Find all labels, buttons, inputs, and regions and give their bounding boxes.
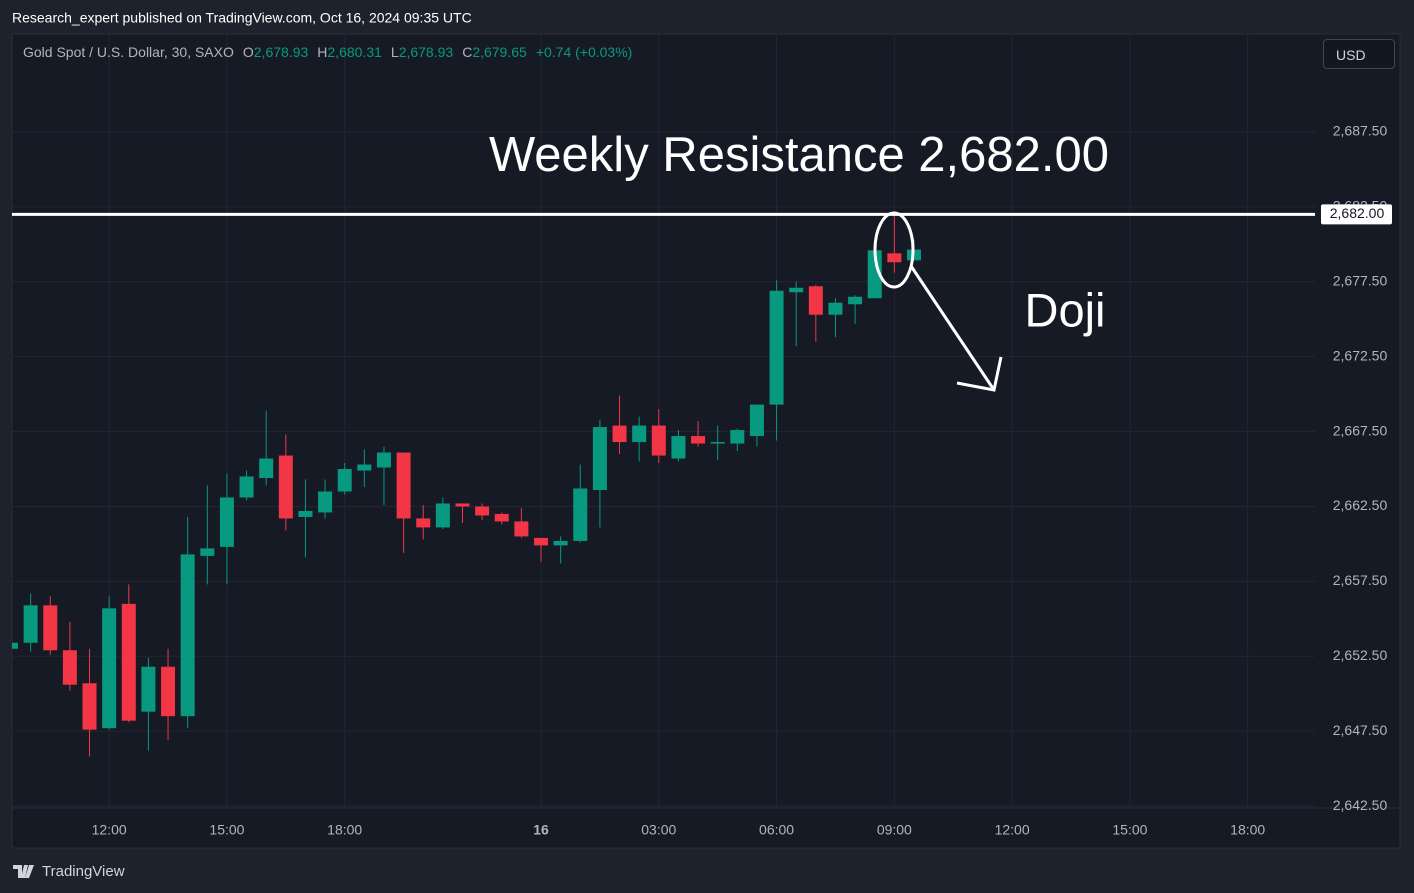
- ohlc-item: H2,680.31: [317, 44, 382, 60]
- ohlc-label: C: [462, 44, 473, 60]
- candle-body: [23, 605, 38, 643]
- candle-body: [867, 250, 882, 299]
- candle-body: [337, 469, 352, 492]
- candle-body: [651, 425, 666, 456]
- ohlc-value: 2,680.31: [327, 44, 382, 60]
- x-tick-label: 09:00: [877, 822, 912, 838]
- candle-body: [121, 603, 136, 721]
- candle-body: [573, 488, 588, 541]
- x-tick-label: 03:00: [641, 822, 676, 838]
- arrow-shaft: [909, 265, 996, 391]
- candle-body: [259, 458, 274, 478]
- y-tick-label: 2,672.50: [1333, 347, 1388, 363]
- candle-body: [278, 455, 293, 519]
- candle-body: [789, 287, 804, 293]
- candle-body: [828, 302, 843, 315]
- candle-body: [102, 608, 117, 729]
- ohlc-label: L: [390, 44, 399, 60]
- doji-circle: [873, 211, 915, 289]
- x-tick-label: 15:00: [209, 822, 244, 838]
- ohlc-value: +0.74 (+0.03%): [535, 44, 633, 60]
- x-tick-label: 18:00: [1230, 822, 1265, 838]
- chart-panel: [11, 33, 1401, 849]
- y-tick-label: 2,652.50: [1333, 647, 1388, 663]
- candle-body: [12, 642, 18, 649]
- y-tick-label: 2,662.50: [1333, 497, 1388, 513]
- ohlc-label: O: [242, 44, 254, 60]
- candle-body: [318, 491, 333, 513]
- candle-body: [161, 666, 176, 717]
- symbol-title: Gold Spot / U.S. Dollar, 30, SAXO: [23, 44, 234, 60]
- candle-body: [416, 518, 431, 528]
- ohlc-value: 2,678.93: [398, 44, 454, 60]
- ohlc-item: +0.74 (+0.03%): [536, 44, 633, 60]
- x-tick-label: 06:00: [759, 822, 794, 838]
- candle-body: [396, 452, 411, 519]
- candle-body: [357, 464, 372, 471]
- ohlc-item: L2,678.93: [391, 44, 453, 60]
- y-tick-label: 2,667.50: [1333, 422, 1388, 438]
- currency-button[interactable]: USD: [1323, 39, 1395, 69]
- ohlc-item: O2,678.93: [243, 44, 308, 60]
- candle-body: [691, 436, 706, 444]
- brand: TradingView: [42, 863, 125, 880]
- candle-body: [62, 650, 77, 685]
- candle-body: [848, 296, 863, 305]
- ohlc-item: C2,679.65: [462, 44, 527, 60]
- x-tick-label: 16: [533, 822, 549, 838]
- candle-body: [710, 442, 725, 444]
- y-tick-label: 2,687.50: [1333, 123, 1388, 139]
- candle-body: [82, 683, 97, 730]
- published-note: Research_expert published on TradingView…: [12, 10, 472, 26]
- ohlc-legend: Gold Spot / U.S. Dollar, 30, SAXO O2,678.…: [23, 44, 632, 60]
- candle-body: [376, 452, 391, 468]
- x-tick-label: 12:00: [92, 822, 127, 838]
- candle-body: [769, 290, 784, 405]
- x-tick-label: 18:00: [327, 822, 362, 838]
- candle-body: [612, 425, 627, 443]
- doji-annotation: Doji: [1025, 283, 1106, 336]
- x-tick-label: 12:00: [995, 822, 1030, 838]
- candle-body: [298, 510, 313, 517]
- candle-body: [592, 427, 607, 490]
- ohlc-label: H: [317, 44, 328, 60]
- resistance-annotation: Weekly Resistance 2,682.00: [489, 128, 1109, 182]
- candle-body: [534, 537, 549, 546]
- annotations: Weekly Resistance 2,682.00 Doji: [489, 128, 1109, 392]
- y-tick-label: 2,647.50: [1333, 722, 1388, 738]
- candle-body: [749, 404, 764, 437]
- candle-body: [475, 506, 490, 516]
- candle-body: [514, 521, 529, 537]
- y-tick-label: 2,677.50: [1333, 272, 1388, 288]
- brand-logo: TradingView: [13, 863, 125, 880]
- axes: 2,642.50 2,647.50 2,652.50 2,657.50 2,662.50…: [92, 123, 1392, 838]
- x-tick-label: 15:00: [1112, 822, 1147, 838]
- y-tick-label: 2,657.50: [1333, 572, 1388, 588]
- ohlc-value: 2,679.65: [472, 44, 527, 60]
- plot: [12, 212, 1315, 757]
- candle-body: [632, 425, 647, 443]
- candle-body: [43, 605, 58, 651]
- candle-body: [219, 497, 234, 547]
- candle-body: [887, 253, 902, 263]
- candle-body: [180, 554, 195, 717]
- price-tag: [1321, 204, 1392, 225]
- candle-body: [730, 430, 745, 444]
- candle-body: [494, 513, 509, 522]
- candle-body: [455, 503, 470, 507]
- y-tick-label: 2,642.50: [1333, 797, 1388, 813]
- candle-body: [200, 548, 215, 556]
- candle-body: [239, 476, 254, 498]
- ohlc-value: 2,678.93: [253, 44, 309, 60]
- candle-body: [435, 503, 450, 528]
- price-tag-label: 2,682.00: [1330, 205, 1385, 221]
- candle-body: [141, 666, 156, 712]
- candle-body: [553, 540, 568, 546]
- arrow-head: [956, 356, 1003, 392]
- candle-body: [808, 286, 823, 315]
- candle-body: [671, 436, 686, 459]
